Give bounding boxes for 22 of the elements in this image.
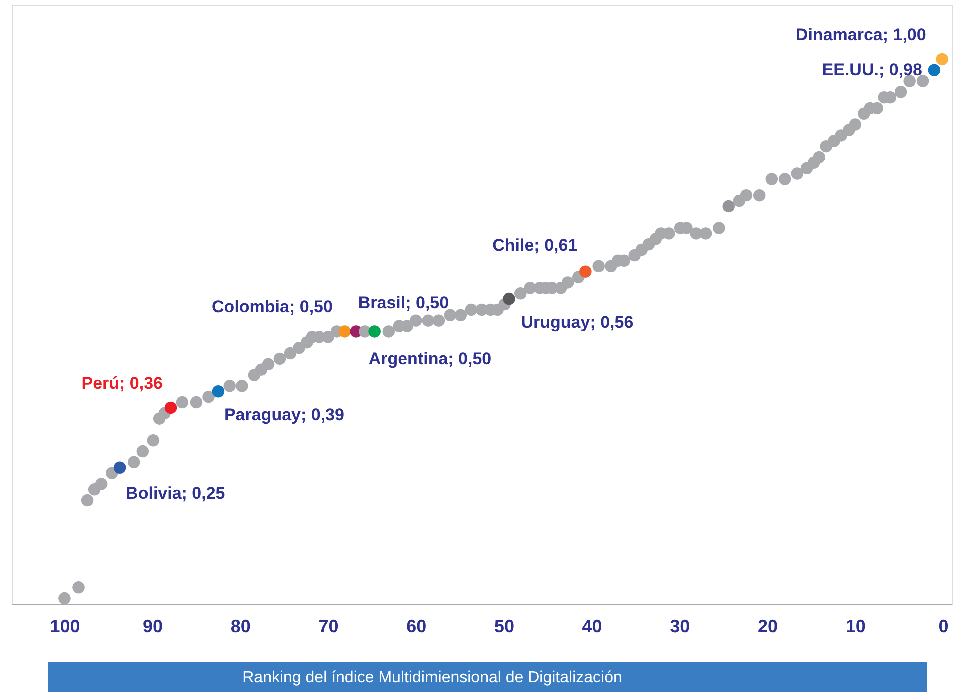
- data-label: Dinamarca; 1,00: [796, 25, 926, 44]
- data-label: Uruguay; 0,56: [521, 313, 634, 332]
- data-label: Paraguay; 0,39: [224, 406, 344, 425]
- x-tick-label: 10: [846, 616, 866, 636]
- x-tick-label: 40: [582, 616, 602, 636]
- x-tick-label: 80: [230, 616, 251, 636]
- data-label: Bolivia; 0,25: [126, 484, 226, 503]
- x-tick-label: 90: [143, 616, 164, 636]
- x-tick-label: 0: [938, 616, 949, 636]
- data-label: Argentina; 0,50: [368, 350, 492, 369]
- data-label: EE.UU.; 0,98: [822, 60, 922, 80]
- x-tick-label: 20: [758, 616, 778, 636]
- data-label: Colombia; 0,50: [212, 298, 333, 317]
- data-label: Brasil; 0,50: [358, 294, 450, 313]
- x-axis-title: Ranking del índice Multidimiensional de Digitalización: [242, 670, 622, 686]
- x-tick-label: 60: [406, 616, 427, 636]
- x-tick-label: 70: [318, 616, 339, 636]
- data-label: Perú; 0,36: [82, 374, 164, 393]
- x-tick-label: 30: [670, 616, 690, 636]
- x-tick-label: 100: [50, 616, 80, 636]
- data-label: Chile; 0,61: [492, 236, 578, 255]
- x-tick-label: 50: [494, 616, 514, 636]
